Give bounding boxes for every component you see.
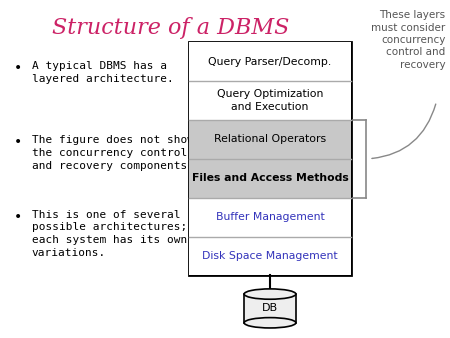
Text: •: • bbox=[14, 210, 22, 223]
Bar bbox=[189, 81, 351, 120]
Text: Structure of a DBMS: Structure of a DBMS bbox=[52, 17, 290, 39]
Bar bbox=[189, 120, 351, 159]
Text: A typical DBMS has a
layered architecture.: A typical DBMS has a layered architectur… bbox=[32, 61, 173, 83]
Ellipse shape bbox=[244, 289, 296, 299]
Text: •: • bbox=[14, 135, 22, 149]
Text: Query Parser/Decomp.: Query Parser/Decomp. bbox=[208, 57, 332, 67]
Text: The figure does not show
the concurrency control
and recovery components.: The figure does not show the concurrency… bbox=[32, 135, 194, 171]
Bar bbox=[189, 42, 351, 81]
Text: Buffer Management: Buffer Management bbox=[216, 212, 324, 222]
Ellipse shape bbox=[244, 318, 296, 328]
Text: Disk Space Management: Disk Space Management bbox=[202, 251, 338, 261]
Bar bbox=[189, 42, 351, 275]
Text: Query Optimization
and Execution: Query Optimization and Execution bbox=[217, 89, 323, 112]
FancyArrowPatch shape bbox=[372, 104, 436, 159]
Text: This is one of several
possible architectures;
each system has its own
variation: This is one of several possible architec… bbox=[32, 210, 187, 258]
Text: These layers
must consider
concurrency
control and
recovery: These layers must consider concurrency c… bbox=[371, 10, 446, 70]
Bar bbox=[189, 198, 351, 237]
Bar bbox=[189, 159, 351, 198]
Text: Files and Access Methods: Files and Access Methods bbox=[192, 173, 348, 183]
Text: Relational Operators: Relational Operators bbox=[214, 135, 326, 144]
Bar bbox=[189, 237, 351, 275]
Text: DB: DB bbox=[262, 304, 278, 313]
Bar bbox=[244, 294, 296, 323]
Text: •: • bbox=[14, 61, 22, 75]
